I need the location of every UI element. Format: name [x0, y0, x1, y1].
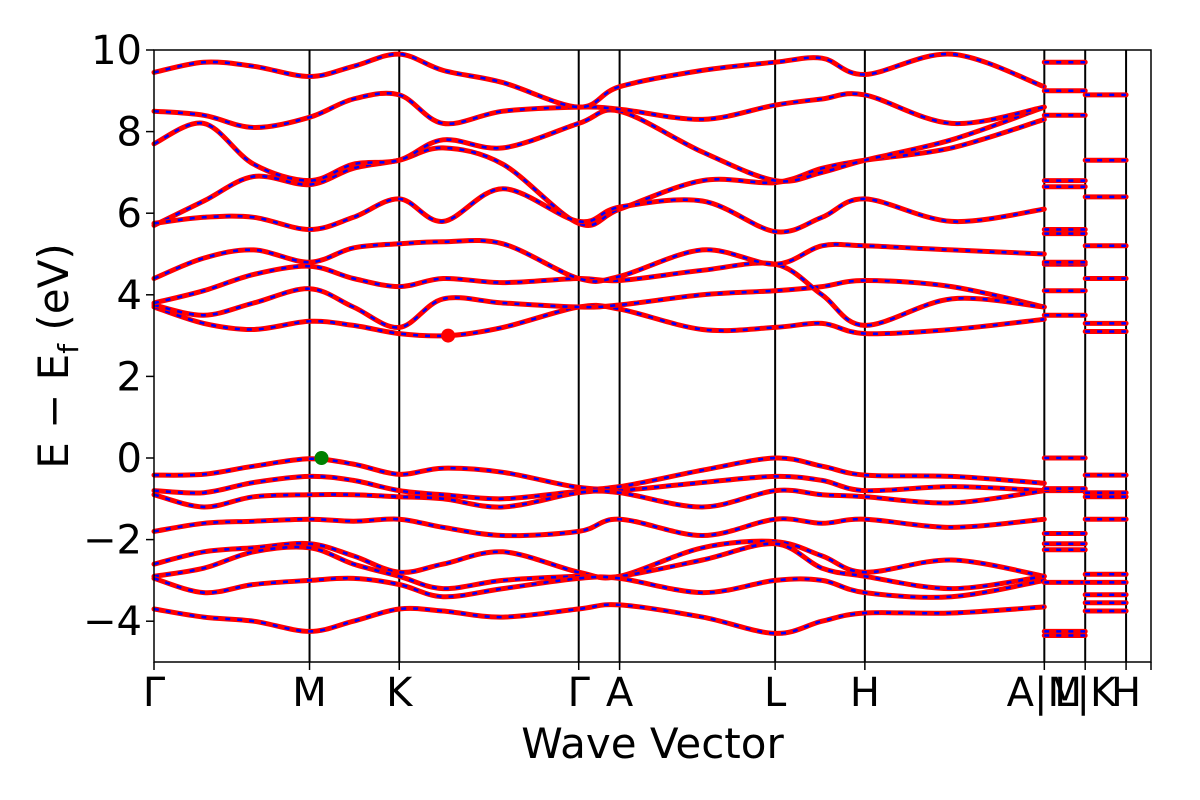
conduction-band-cb9-spin-up	[151, 51, 1047, 110]
valence-band-vb5-spin-up	[151, 538, 1047, 581]
y-tick-label: 4	[117, 273, 142, 319]
y-tick-label: 2	[117, 354, 142, 400]
x-tick-label: H	[850, 670, 880, 716]
conduction-band-cb2-spin-up	[151, 277, 1047, 330]
valence-band-vb8-spin-down	[153, 603, 1045, 635]
conduction-band-cb7-spin-down	[153, 105, 1045, 183]
y-tick-label: −2	[83, 518, 142, 564]
x-tick-label: K	[386, 670, 414, 716]
y-axis-title-subscript: f	[52, 343, 85, 354]
y-axis-title: E − Ef (eV)	[29, 243, 85, 469]
cbm-marker	[441, 328, 456, 343]
x-axis: Γ M K Γ A L H A|ML|KH	[143, 662, 1152, 716]
kpoint-lines	[308, 50, 1128, 662]
y-axis-title-unit: (eV)	[29, 243, 78, 344]
y-tick-label: 0	[117, 436, 142, 482]
conduction-band-cb6-spin-down	[153, 187, 1045, 234]
x-tick-label: A	[606, 670, 634, 716]
x-tick-label: A|M	[1007, 670, 1082, 716]
valence-band-vb4-spin-down	[153, 517, 1045, 537]
valence-band-vb6-spin-down	[153, 542, 1045, 590]
x-tick-label: M	[292, 670, 327, 716]
valence-band-vb1-spin-down	[153, 456, 1045, 491]
valence-band-vb3-spin-down	[153, 488, 1045, 509]
bands	[151, 51, 1129, 638]
y-tick-label: 8	[117, 110, 142, 156]
y-axis: −4 −2 0 2 4 6 8 10	[83, 28, 154, 645]
x-tick-label: H	[1111, 670, 1141, 716]
y-tick-label: 10	[91, 28, 142, 74]
y-axis-title-main: E − E	[29, 354, 78, 469]
x-tick-label: L|K	[1054, 670, 1118, 716]
x-tick-label: Γ	[143, 670, 166, 716]
y-tick-label: −4	[83, 599, 142, 645]
y-tick-label: 6	[117, 191, 142, 237]
x-axis-title: Wave Vector	[521, 719, 784, 768]
extrema-markers	[314, 328, 456, 465]
x-tick-label: Γ	[568, 670, 591, 716]
x-tick-label: L	[764, 670, 787, 716]
conduction-band-cb4-spin-down	[153, 239, 1045, 283]
vbm-marker	[314, 451, 329, 465]
conduction-band-cb3-spin-down	[153, 261, 1045, 327]
plot-frame	[153, 49, 1152, 663]
valence-band-vb7-spin-down	[153, 575, 1045, 599]
